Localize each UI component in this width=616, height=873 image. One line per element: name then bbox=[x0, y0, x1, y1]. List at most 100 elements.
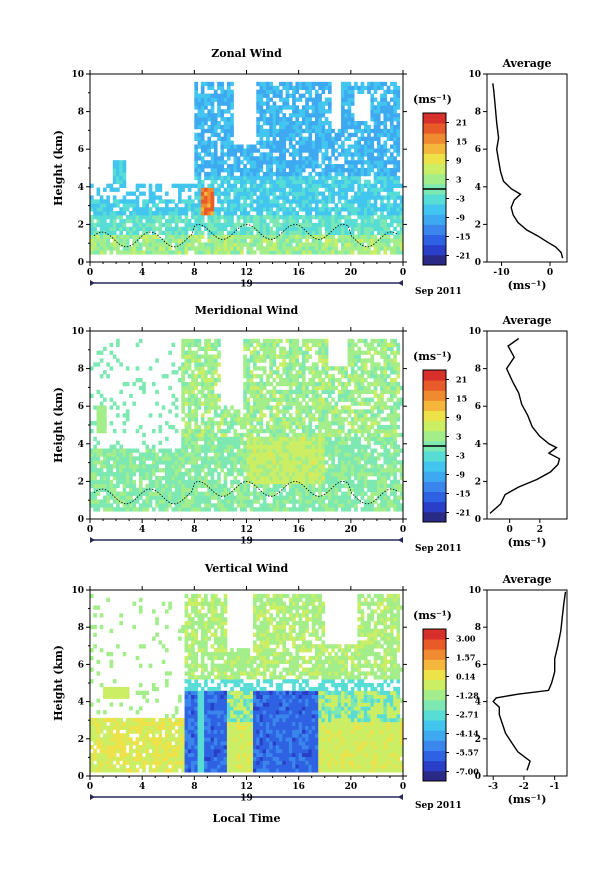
y-tick-label: 4 bbox=[78, 698, 84, 708]
avg-y-tick-label: 6 bbox=[475, 660, 481, 670]
avg-y-tick-label: 4 bbox=[475, 183, 481, 193]
x-tick-label: 0 bbox=[87, 782, 93, 792]
avg-y-tick-label: 0 bbox=[475, 515, 481, 525]
x-axis-label: Local Time bbox=[213, 812, 281, 825]
avg-y-tick-label: 6 bbox=[475, 402, 481, 412]
colorbar-frame bbox=[422, 628, 447, 782]
x-tick-label: 16 bbox=[292, 782, 305, 792]
y-tick-label: 8 bbox=[78, 365, 84, 375]
x-tick-label: 20 bbox=[345, 782, 358, 792]
colorbar-tick-label: -21 bbox=[456, 508, 470, 518]
y-axis-label: Height (km) bbox=[52, 645, 65, 721]
average-frame bbox=[486, 589, 568, 777]
y-tick-label: 0 bbox=[78, 515, 84, 525]
average-x-label: (ms⁻¹) bbox=[508, 279, 547, 292]
colorbar-tick-label: -15 bbox=[456, 489, 470, 499]
colorbar-tick-label: 21 bbox=[456, 118, 467, 128]
contour-line bbox=[93, 223, 398, 248]
x-tick-label: 16 bbox=[292, 525, 305, 535]
colorbar-tick-label: 15 bbox=[456, 394, 467, 404]
colorbar-tick-label: 15 bbox=[456, 137, 467, 147]
heatmap-cells bbox=[90, 338, 404, 512]
day-span-arrow bbox=[398, 537, 403, 543]
average-title: Average bbox=[501, 573, 551, 586]
avg-y-tick-label: 0 bbox=[475, 258, 481, 268]
colorbar-tick-label: 3 bbox=[456, 175, 462, 185]
average-profile-panel: Average 0 2 4 6 8 10 -3 -2 -1(ms⁻¹) bbox=[468, 573, 568, 806]
panel-title: Meridional Wind bbox=[195, 304, 299, 317]
heatmap-cells bbox=[90, 593, 404, 773]
colorbar-tick-label: -21 bbox=[456, 251, 470, 261]
y-tick-label: 10 bbox=[71, 586, 84, 596]
y-tick-label: 0 bbox=[78, 258, 84, 268]
y-tick-label: 2 bbox=[78, 477, 84, 487]
x-tick-label: 4 bbox=[139, 782, 145, 792]
average-profile-line bbox=[489, 337, 561, 514]
avg-y-tick-label: 6 bbox=[475, 145, 481, 155]
day-label: 19 bbox=[240, 280, 253, 290]
colorbar-tick-label: 21 bbox=[456, 375, 467, 385]
day-span-arrow bbox=[90, 280, 95, 286]
day-span-arrow bbox=[398, 280, 403, 286]
colorbar-tick-label: -5.57 bbox=[456, 748, 479, 758]
x-tick-label: 8 bbox=[191, 525, 197, 535]
colorbar-unit: (ms⁻¹) bbox=[413, 609, 452, 622]
avg-y-tick-label: 8 bbox=[475, 108, 481, 118]
x-tick-label: 12 bbox=[240, 782, 253, 792]
y-tick-label: 2 bbox=[78, 220, 84, 230]
avg-x-tick-label: 2 bbox=[537, 525, 543, 535]
colorbar-tick-label: -1.28 bbox=[456, 690, 479, 700]
colorbar-tick-label: -2.71 bbox=[456, 709, 479, 719]
x-tick-label: 0 bbox=[400, 525, 406, 535]
y-axis-label: Height (km) bbox=[52, 130, 65, 206]
colorbar: 21 15 9 3 -3 -9 -15 -21 (ms⁻¹) bbox=[413, 350, 470, 523]
avg-y-tick-label: 4 bbox=[475, 440, 481, 450]
colorbar-tick-label: -3 bbox=[456, 451, 465, 461]
colorbar-tick-label: 3.00 bbox=[456, 633, 476, 643]
day-label: 19 bbox=[240, 537, 253, 547]
x-tick-label: 0 bbox=[87, 525, 93, 535]
y-tick-label: 0 bbox=[78, 772, 84, 782]
average-profile-line bbox=[492, 591, 567, 771]
y-axis-label: Height (km) bbox=[52, 387, 65, 463]
x-tick-label: 0 bbox=[400, 782, 406, 792]
x-tick-label: 4 bbox=[139, 525, 145, 535]
colorbar-tick-label: -9 bbox=[456, 213, 465, 223]
colorbar: 21 15 9 3 -3 -9 -15 -21 (ms⁻¹) bbox=[413, 93, 470, 266]
average-frame bbox=[486, 330, 568, 520]
y-tick-label: 4 bbox=[78, 440, 84, 450]
colorbar-unit: (ms⁻¹) bbox=[413, 93, 452, 106]
avg-y-tick-label: 8 bbox=[475, 365, 481, 375]
avg-y-tick-label: 2 bbox=[475, 735, 481, 745]
colorbar-tick-label: 1.57 bbox=[456, 652, 475, 662]
colorbar: 3.00 1.57 0.14 -1.28 -2.71 -4.14 -5.57 -7.00 (ms… bbox=[413, 609, 479, 782]
date-label: Sep 2011 bbox=[415, 801, 462, 811]
day-span-arrow bbox=[398, 794, 403, 800]
average-profile-line bbox=[492, 83, 564, 259]
x-tick-label: 20 bbox=[345, 525, 358, 535]
y-tick-label: 6 bbox=[78, 660, 84, 670]
avg-y-tick-label: 10 bbox=[468, 70, 481, 80]
date-label: Sep 2011 bbox=[415, 544, 462, 554]
colorbar-tick-label: 0.14 bbox=[456, 672, 476, 682]
day-span-arrow bbox=[90, 794, 95, 800]
y-tick-label: 6 bbox=[78, 145, 84, 155]
x-tick-label: 12 bbox=[240, 268, 253, 278]
date-label: Sep 2011 bbox=[415, 287, 462, 297]
contour-line bbox=[93, 480, 398, 505]
y-tick-label: 8 bbox=[78, 108, 84, 118]
colorbar-tick-label: -9 bbox=[456, 470, 465, 480]
colorbar-tick-label: 3 bbox=[456, 432, 462, 442]
heatmap-cells bbox=[90, 81, 404, 255]
panel-title: Zonal Wind bbox=[211, 47, 282, 60]
panel-title: Vertical Wind bbox=[204, 562, 289, 575]
colorbar-tick-label: -7.00 bbox=[456, 767, 479, 777]
average-title: Average bbox=[501, 314, 551, 327]
colorbar-tick-label: 9 bbox=[456, 413, 462, 423]
x-tick-label: 16 bbox=[292, 268, 305, 278]
y-tick-label: 6 bbox=[78, 402, 84, 412]
